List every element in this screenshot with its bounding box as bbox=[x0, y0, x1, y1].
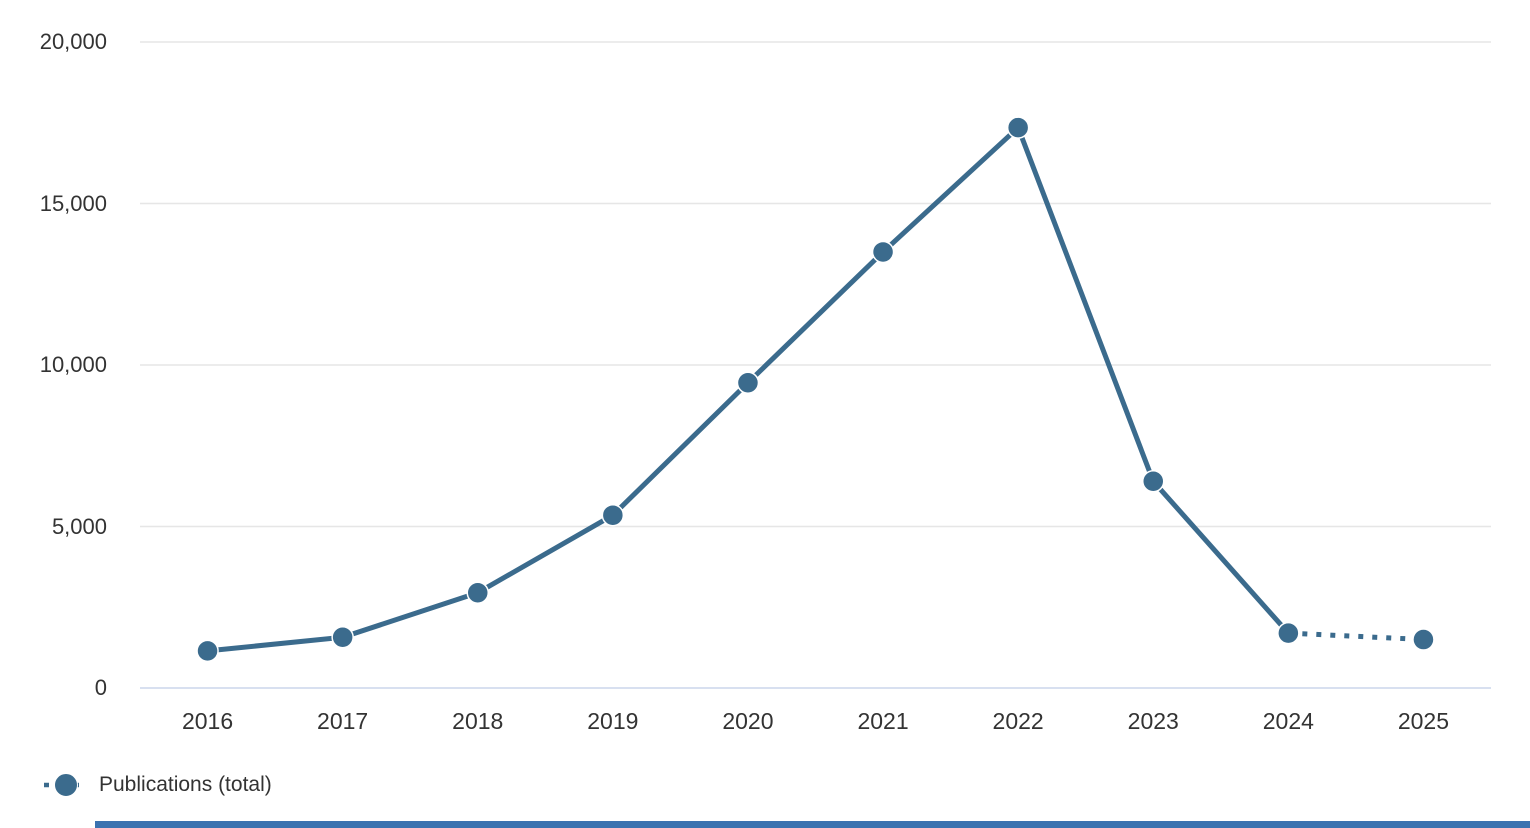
data-point-marker-2016[interactable] bbox=[196, 639, 219, 663]
data-point-marker-2018[interactable] bbox=[466, 581, 489, 604]
legend-label: Publications (total) bbox=[99, 773, 272, 796]
x-axis-tick-label-2020: 2020 bbox=[722, 708, 774, 734]
x-axis-tick-label-2022: 2022 bbox=[992, 708, 1044, 734]
y-axis-tick-label: 10,000 bbox=[39, 352, 107, 377]
data-point-marker-2019[interactable] bbox=[601, 503, 625, 527]
data-point-marker-2017[interactable] bbox=[331, 626, 354, 649]
x-axis-tick-label-2025: 2025 bbox=[1397, 708, 1450, 734]
legend-item-publications[interactable]: Publications (total) bbox=[42, 771, 272, 799]
x-axis-tick-label-2019: 2019 bbox=[587, 708, 639, 734]
series-line-projected-segment bbox=[1288, 630, 1424, 643]
chart-context-menu-button[interactable] bbox=[1448, 44, 1492, 84]
x-axis-tick-label-2017: 2017 bbox=[317, 708, 369, 734]
y-axis-tick-label: 15,000 bbox=[39, 190, 107, 216]
legend-marker-dot bbox=[54, 773, 78, 797]
data-point-marker-2024[interactable] bbox=[1277, 621, 1300, 645]
legend-series-marker-icon bbox=[44, 773, 88, 797]
x-axis-tick-label-2018: 2018 bbox=[452, 708, 504, 734]
data-point-marker-2023[interactable] bbox=[1142, 470, 1165, 493]
horizontal-scrollbar-thumb[interactable] bbox=[95, 821, 1530, 828]
data-point-marker-2025[interactable] bbox=[1412, 628, 1435, 651]
data-point-marker-2022[interactable] bbox=[1006, 116, 1030, 139]
data-point-marker-2021[interactable] bbox=[871, 240, 895, 264]
data-point-marker-2020[interactable] bbox=[736, 371, 760, 395]
y-axis-tick-label: 0 bbox=[94, 675, 107, 700]
x-axis-tick-label-2016: 2016 bbox=[181, 708, 234, 734]
x-axis-tick-label-2024: 2024 bbox=[1262, 708, 1314, 734]
y-axis-tick-label: 20,000 bbox=[39, 29, 107, 54]
x-axis-tick-label-2021: 2021 bbox=[857, 708, 909, 734]
y-axis-tick-label: 5,000 bbox=[51, 513, 107, 539]
x-axis-tick-label-2023: 2023 bbox=[1127, 708, 1179, 734]
